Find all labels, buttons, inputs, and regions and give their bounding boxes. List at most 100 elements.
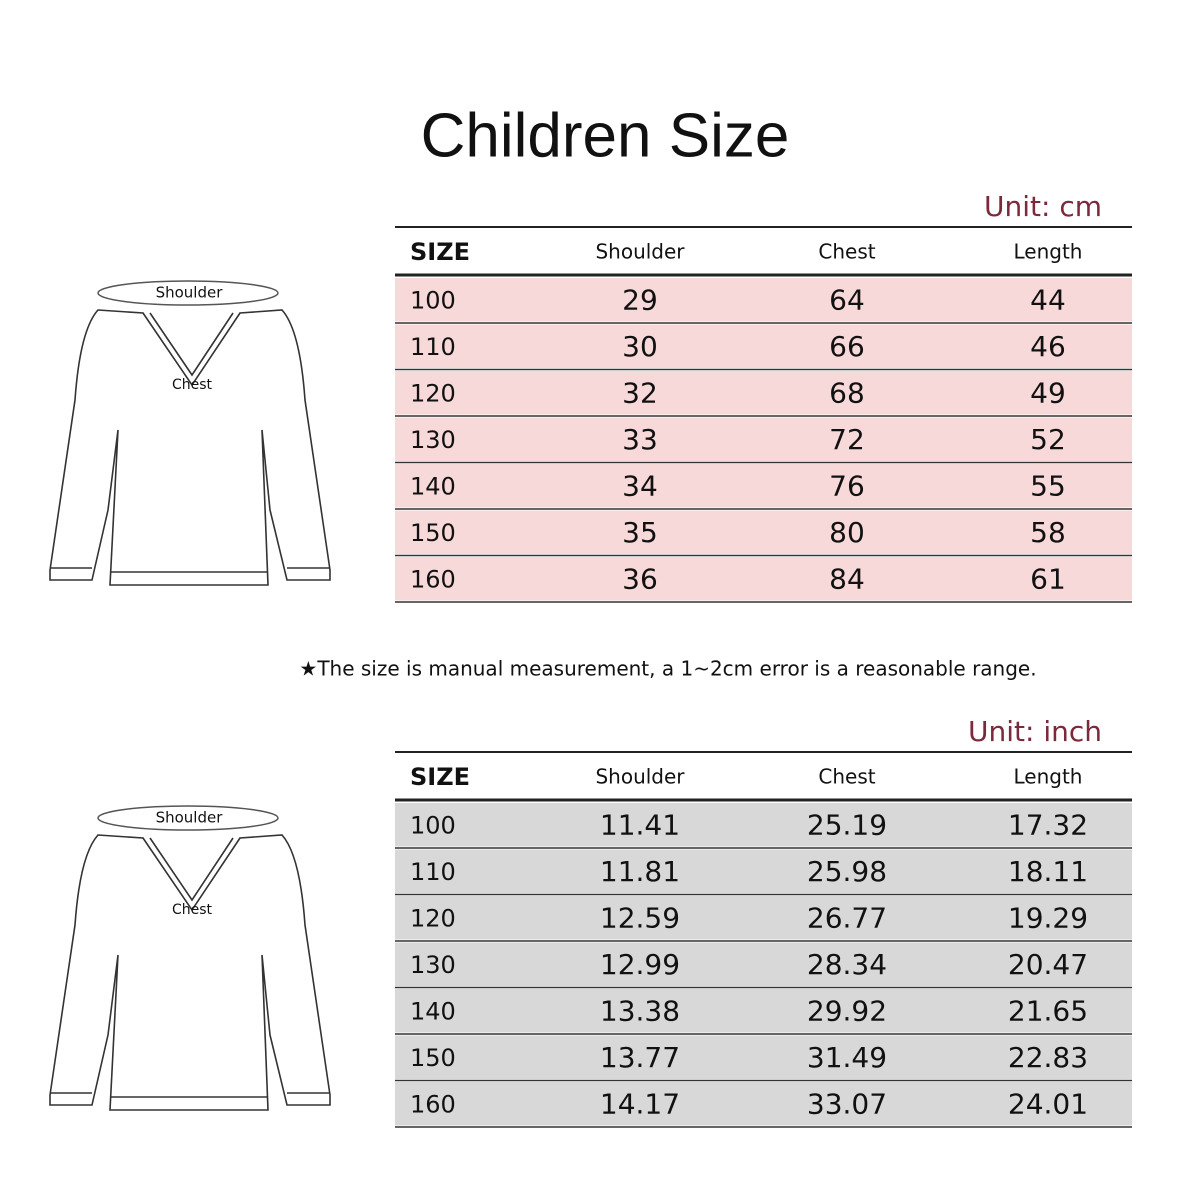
table-cell: 46 xyxy=(1030,330,1066,363)
header-cell: SIZE xyxy=(410,763,470,791)
table-cell: 30 xyxy=(622,330,658,363)
header-cell: Shoulder xyxy=(595,240,685,264)
table-cell: 12.59 xyxy=(600,901,680,934)
table-cell: 19.29 xyxy=(1008,901,1088,934)
table-cell: 68 xyxy=(829,376,865,409)
shoulder-label: Shoulder xyxy=(156,809,224,827)
row-bg xyxy=(395,803,1132,847)
table-cell: 49 xyxy=(1030,376,1066,409)
label-bg xyxy=(150,808,228,828)
table-cell: 52 xyxy=(1030,423,1066,456)
table-cell: 35 xyxy=(622,516,658,549)
table-cell: 14.17 xyxy=(600,1087,680,1120)
header-cell: SIZE xyxy=(410,238,470,266)
unit-label: Unit: cm xyxy=(984,190,1102,223)
shirt-hem xyxy=(50,567,330,573)
table-cell: 11.81 xyxy=(600,855,680,888)
shirt-collar xyxy=(142,837,241,912)
title: Children Size xyxy=(421,101,790,170)
header-cell: Length xyxy=(1014,240,1083,264)
row-bg xyxy=(395,371,1132,415)
row-bg xyxy=(395,849,1132,893)
table-cell: 29.92 xyxy=(807,994,887,1027)
table-cell: 80 xyxy=(829,516,865,549)
table-cell: 44 xyxy=(1030,283,1066,316)
table-cell: 100 xyxy=(410,811,456,839)
shoulder-measure xyxy=(97,280,279,306)
table-cell: 72 xyxy=(829,423,865,456)
table-cell: 61 xyxy=(1030,562,1066,595)
shirt-collar xyxy=(142,312,241,387)
table-cell: 22.83 xyxy=(1008,1041,1088,1074)
table-cell: 110 xyxy=(410,333,456,361)
table-cell: 18.11 xyxy=(1008,855,1088,888)
label-bg xyxy=(150,283,228,303)
table-cell: 84 xyxy=(829,562,865,595)
shoulder-measure xyxy=(97,805,279,831)
table-cell: 26.77 xyxy=(807,901,887,934)
table-cell: 130 xyxy=(410,426,456,454)
row-bg xyxy=(395,942,1132,986)
shirt-outline xyxy=(49,834,331,1111)
table-cell: 24.01 xyxy=(1008,1087,1088,1120)
size-table: Unit: inch SIZE Shoulder Chest Length 100 11.4… xyxy=(395,715,1132,1128)
chest-label: Chest xyxy=(172,902,213,918)
table-cell: 17.32 xyxy=(1008,808,1088,841)
header-cell: Shoulder xyxy=(595,765,685,789)
table-cell: 28.34 xyxy=(807,948,887,981)
row-bg xyxy=(395,324,1132,368)
table-cell: 58 xyxy=(1030,516,1066,549)
table-cell: 12.99 xyxy=(600,948,680,981)
table-cell: 31.49 xyxy=(807,1041,887,1074)
table-cell: 100 xyxy=(410,286,456,314)
table-cell: 25.19 xyxy=(807,808,887,841)
row-bg xyxy=(395,464,1132,508)
table-cell: 150 xyxy=(410,519,456,547)
table-cell: 13.38 xyxy=(600,994,680,1027)
row-bg xyxy=(395,510,1132,554)
table-cell: 13.77 xyxy=(600,1041,680,1074)
row-bg xyxy=(395,896,1132,940)
unit-label: Unit: inch xyxy=(968,715,1102,748)
shirt-diagram: Shoulder Chest xyxy=(49,280,331,586)
table-cell: 33.07 xyxy=(807,1087,887,1120)
table-cell: 34 xyxy=(622,469,658,502)
row-bg xyxy=(395,1082,1132,1126)
shirt-hem xyxy=(50,1092,330,1098)
table-cell: 66 xyxy=(829,330,865,363)
table-cell: 33 xyxy=(622,423,658,456)
chest-label: Chest xyxy=(172,377,213,393)
table-cell: 11.41 xyxy=(600,808,680,841)
header-cell: Chest xyxy=(818,240,875,264)
table-cell: 36 xyxy=(622,562,658,595)
table-cell: 29 xyxy=(622,283,658,316)
size-table: Unit: cm SIZE Shoulder Chest Length 100 29 64 44… xyxy=(395,190,1132,603)
row-bg xyxy=(395,417,1132,461)
table-cell: 140 xyxy=(410,997,456,1025)
shoulder-label: Shoulder xyxy=(156,284,224,302)
row-bg xyxy=(395,278,1132,322)
table-cell: 140 xyxy=(410,472,456,500)
row-bg xyxy=(395,989,1132,1033)
table-cell: 32 xyxy=(622,376,658,409)
table-cell: 76 xyxy=(829,469,865,502)
row-bg xyxy=(395,557,1132,601)
row-bg xyxy=(395,1035,1132,1079)
note: ★The size is manual measurement, a 1~2cm… xyxy=(299,657,1036,681)
shirt-diagram: Shoulder Chest xyxy=(49,805,331,1111)
table-cell: 55 xyxy=(1030,469,1066,502)
table-cell: 110 xyxy=(410,858,456,886)
header-cell: Length xyxy=(1014,765,1083,789)
table-cell: 150 xyxy=(410,1044,456,1072)
table-cell: 160 xyxy=(410,1090,456,1118)
table-cell: 64 xyxy=(829,283,865,316)
table-cell: 120 xyxy=(410,904,456,932)
header-cell: Chest xyxy=(818,765,875,789)
shirt-outline xyxy=(49,309,331,586)
table-cell: 21.65 xyxy=(1008,994,1088,1027)
table-cell: 25.98 xyxy=(807,855,887,888)
table-cell: 160 xyxy=(410,565,456,593)
table-cell: 20.47 xyxy=(1008,948,1088,981)
table-cell: 130 xyxy=(410,951,456,979)
